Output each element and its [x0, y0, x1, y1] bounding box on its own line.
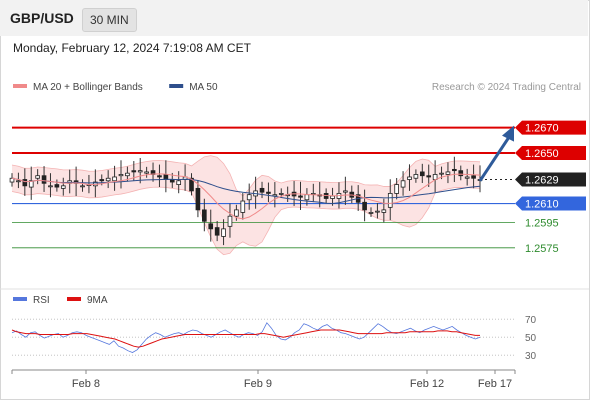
candle-body [22, 179, 28, 187]
candle-body [163, 174, 169, 180]
x-tick-label: Feb 8 [72, 378, 100, 390]
ma20-line [11, 173, 481, 220]
level-label-2: 1.2629 [525, 175, 559, 187]
candle-body [240, 200, 246, 213]
bollinger-band-area [12, 155, 480, 255]
candle-body [41, 175, 47, 184]
rsi-tick-label-70: 70 [525, 315, 537, 326]
rsi-legend-label-0: RSI [33, 295, 50, 306]
candle-body [28, 180, 34, 188]
candle-body [471, 175, 476, 179]
header-bar: GBP/USD 30 MIN [0, 0, 588, 36]
candle-body [221, 228, 226, 237]
rsi-legend-swatch-0 [13, 297, 27, 301]
candle-body [259, 187, 265, 193]
level-label-5: 1.2575 [525, 243, 559, 255]
x-tick-label: Feb 9 [244, 378, 272, 390]
candle-body [452, 168, 457, 172]
candle-body [375, 210, 380, 213]
candle-body [419, 171, 425, 177]
candle-body [131, 170, 137, 173]
candle-body [195, 187, 201, 211]
level-label-3: 1.2610 [525, 199, 559, 211]
candle-body [343, 190, 348, 193]
level-tag-0 [515, 120, 586, 135]
level-tag-3 [515, 196, 586, 211]
legend-swatch-0 [13, 84, 27, 88]
rsi-series-rsi [11, 322, 481, 353]
candle-body [202, 209, 207, 222]
candle-body [394, 184, 399, 194]
candle-body [234, 209, 239, 217]
timeframe-badge[interactable]: 30 MIN [82, 8, 137, 32]
candle-body [60, 185, 66, 189]
x-tick-label: Feb 17 [478, 378, 512, 390]
trend-arrow-head [502, 125, 514, 142]
candle-body [362, 201, 367, 211]
candle-body [439, 172, 444, 175]
candle-body [118, 174, 124, 177]
credit-label: Research © 2024 Trading Central [432, 82, 581, 93]
rsi-tick-label-30: 30 [525, 351, 537, 362]
candle-body [208, 223, 214, 230]
candle-body [189, 177, 194, 192]
candle-body [330, 195, 335, 199]
level-label-0: 1.2670 [525, 123, 559, 135]
level-label-4: 1.2595 [525, 218, 559, 230]
x-tick-label: Feb 12 [410, 378, 444, 390]
candle-body [169, 179, 175, 183]
bollinger-lower-line [11, 186, 481, 256]
candle-body [214, 227, 220, 236]
candle-body [137, 170, 143, 173]
candle-body [125, 172, 130, 177]
candle-body [445, 171, 451, 175]
legend-swatch-1 [169, 84, 184, 88]
candle-body [458, 170, 464, 177]
candle-body [246, 194, 252, 201]
candle-body [368, 212, 374, 214]
candle-body [227, 215, 233, 227]
candle-body [413, 174, 419, 179]
level-label-1: 1.2650 [525, 148, 559, 160]
candle-body [99, 179, 105, 182]
candle-body [54, 184, 60, 188]
rsi-tick-label-50: 50 [525, 333, 537, 344]
rsi-legend-swatch-1 [67, 297, 81, 301]
legend-label-1: MA 50 [189, 82, 218, 93]
candle-body [35, 175, 40, 179]
candle-body [48, 185, 53, 188]
rsi-legend-label-1: 9MA [87, 295, 108, 306]
pair-title: GBP/USD [10, 10, 74, 26]
legend-label-0: MA 20 + Bollinger Bands [33, 82, 143, 93]
candle-body [144, 171, 149, 174]
datetime-label: Monday, February 12, 2024 7:19:08 AM CET [13, 41, 251, 55]
candle-body [278, 193, 284, 195]
candle-body [16, 180, 21, 183]
candle-body [266, 191, 271, 194]
candle-body [105, 177, 111, 182]
candle-body [387, 193, 393, 208]
candle-body [298, 195, 303, 198]
rsi-series-9ma [11, 329, 480, 348]
candle-body [400, 180, 406, 188]
level-tag-1 [515, 145, 586, 160]
candle-body [112, 176, 117, 182]
candle-body [464, 176, 470, 179]
candle-body [157, 175, 162, 178]
trend-arrow-shaft [478, 134, 512, 182]
candle-body [407, 176, 412, 180]
candle-body [304, 194, 310, 201]
level-tag-2 [515, 172, 586, 187]
candle-body [176, 180, 182, 185]
candle-body [80, 185, 85, 188]
candle-body [381, 209, 387, 213]
candle-body [426, 175, 432, 178]
ma50-line [11, 177, 481, 204]
